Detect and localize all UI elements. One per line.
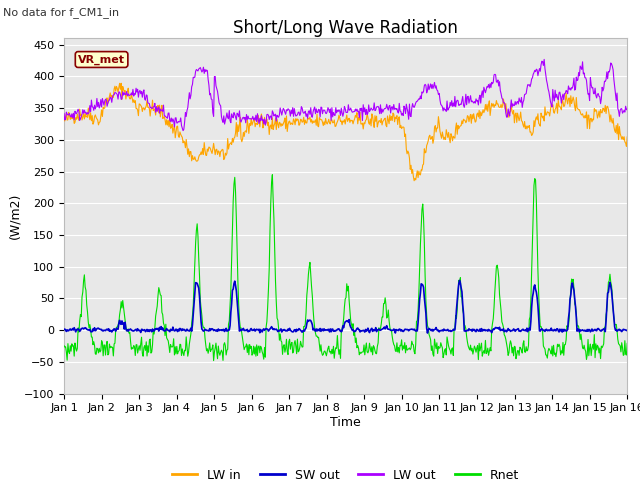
Legend: LW in, SW out, LW out, Rnet: LW in, SW out, LW out, Rnet (167, 464, 524, 480)
Title: Short/Long Wave Radiation: Short/Long Wave Radiation (233, 19, 458, 37)
Text: No data for f_CM1_in: No data for f_CM1_in (3, 7, 119, 18)
Text: VR_met: VR_met (78, 54, 125, 65)
Y-axis label: (W/m2): (W/m2) (8, 193, 21, 239)
X-axis label: Time: Time (330, 416, 361, 429)
